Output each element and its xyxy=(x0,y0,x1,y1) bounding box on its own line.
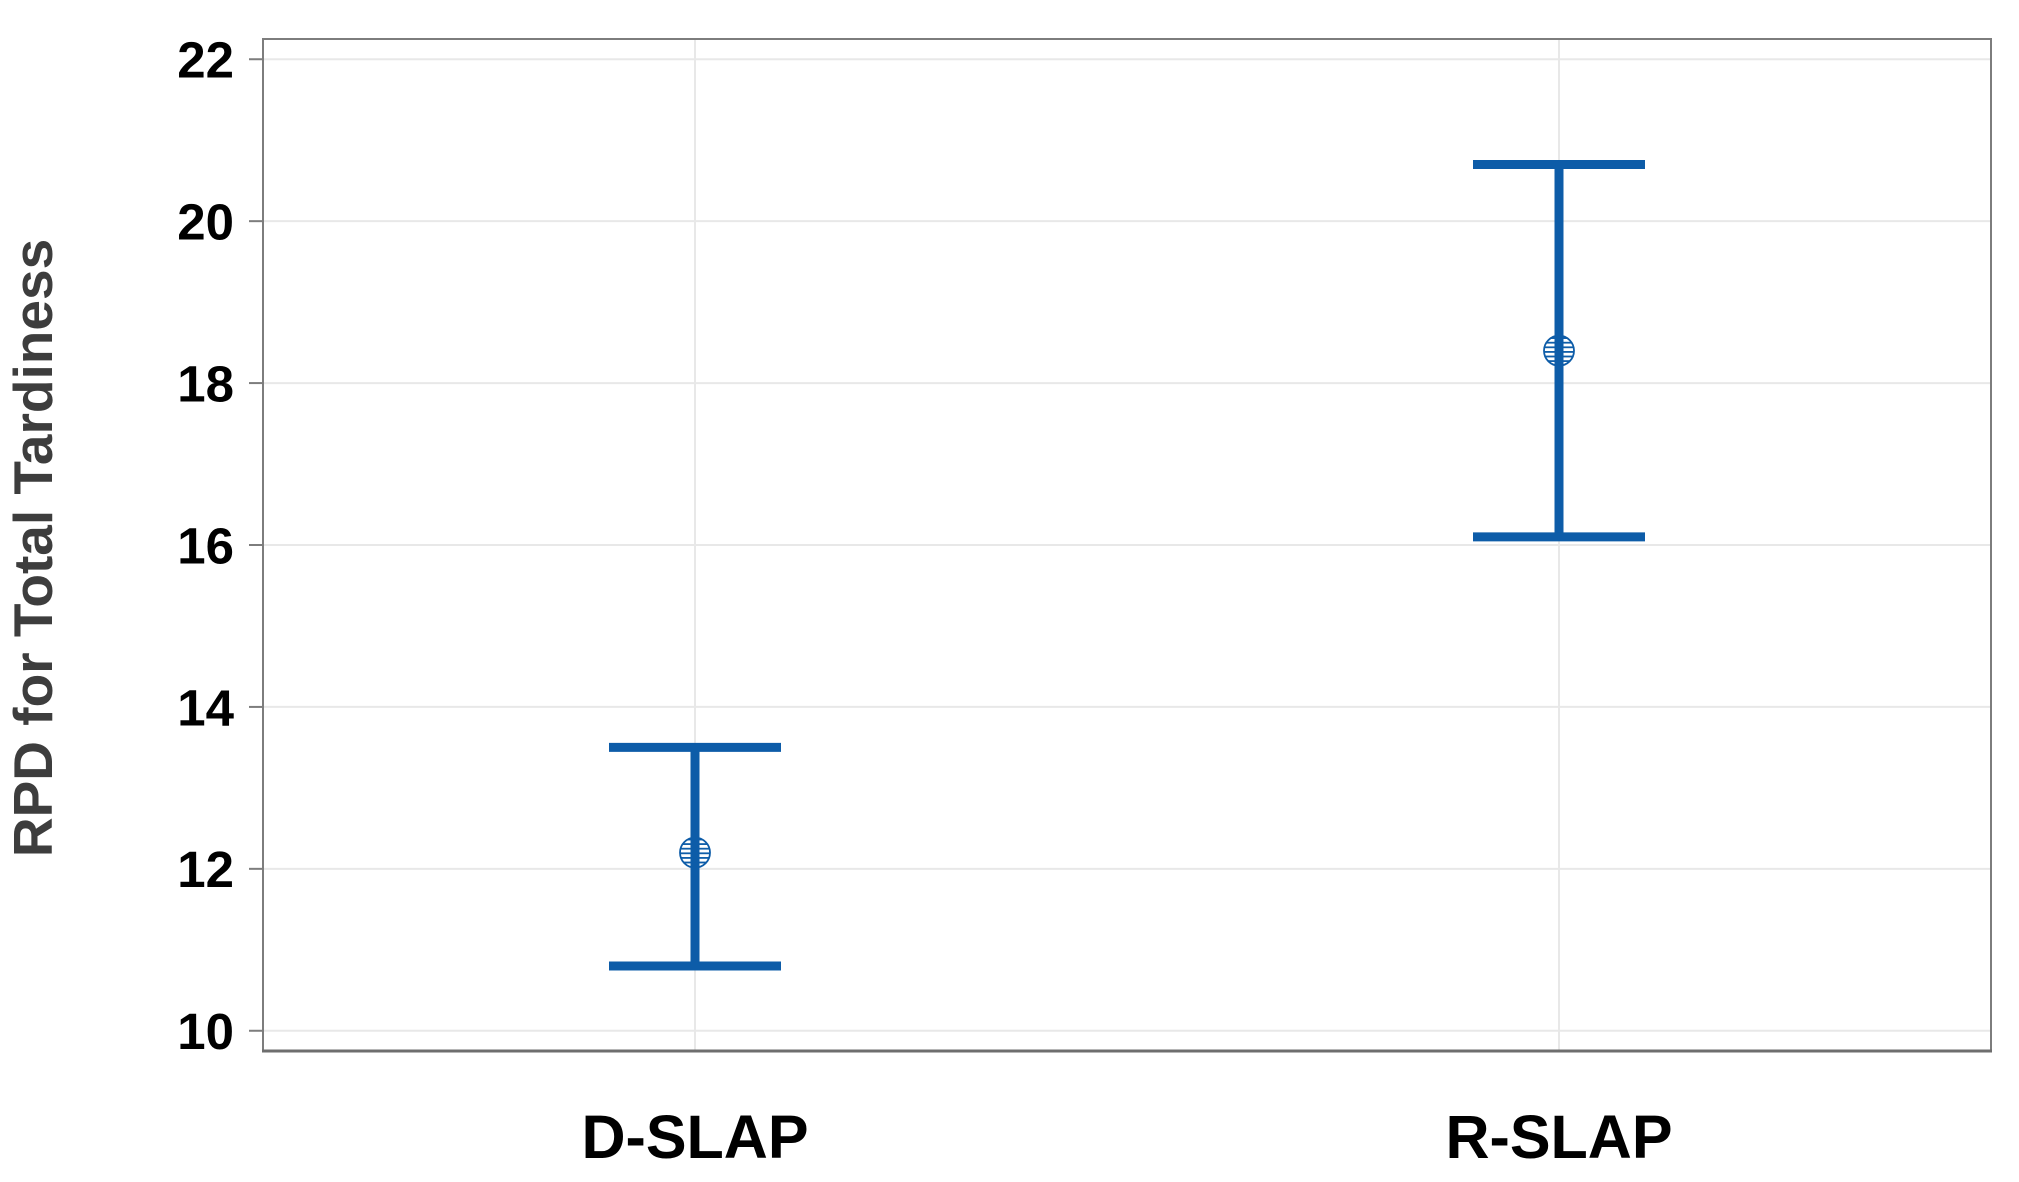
interval-r-slap xyxy=(1473,159,1645,542)
plot-frame xyxy=(262,38,1992,1053)
y-axis-title: RPD for Total Tardiness xyxy=(2,239,64,857)
x-axis-category-labels: D-SLAP R-SLAP xyxy=(581,1103,1672,1171)
y-tick-label: 14 xyxy=(177,679,234,736)
y-tick-label: 10 xyxy=(177,1003,234,1060)
y-tick-label: 16 xyxy=(177,517,234,574)
y-axis-tick-labels: 10 12 14 16 18 20 22 xyxy=(177,32,234,1061)
y-tick-label: 18 xyxy=(177,355,234,412)
y-tick-label: 22 xyxy=(177,32,234,89)
y-tick-label: 12 xyxy=(177,841,234,898)
x-category-label: R-SLAP xyxy=(1445,1103,1672,1171)
y-axis-tick-marks xyxy=(249,58,263,1032)
interval-series xyxy=(609,159,1645,971)
interval-d-slap xyxy=(609,742,781,971)
y-tick-label: 20 xyxy=(177,194,234,251)
x-category-label: D-SLAP xyxy=(581,1103,808,1171)
horizontal-gridlines xyxy=(263,58,1991,1032)
